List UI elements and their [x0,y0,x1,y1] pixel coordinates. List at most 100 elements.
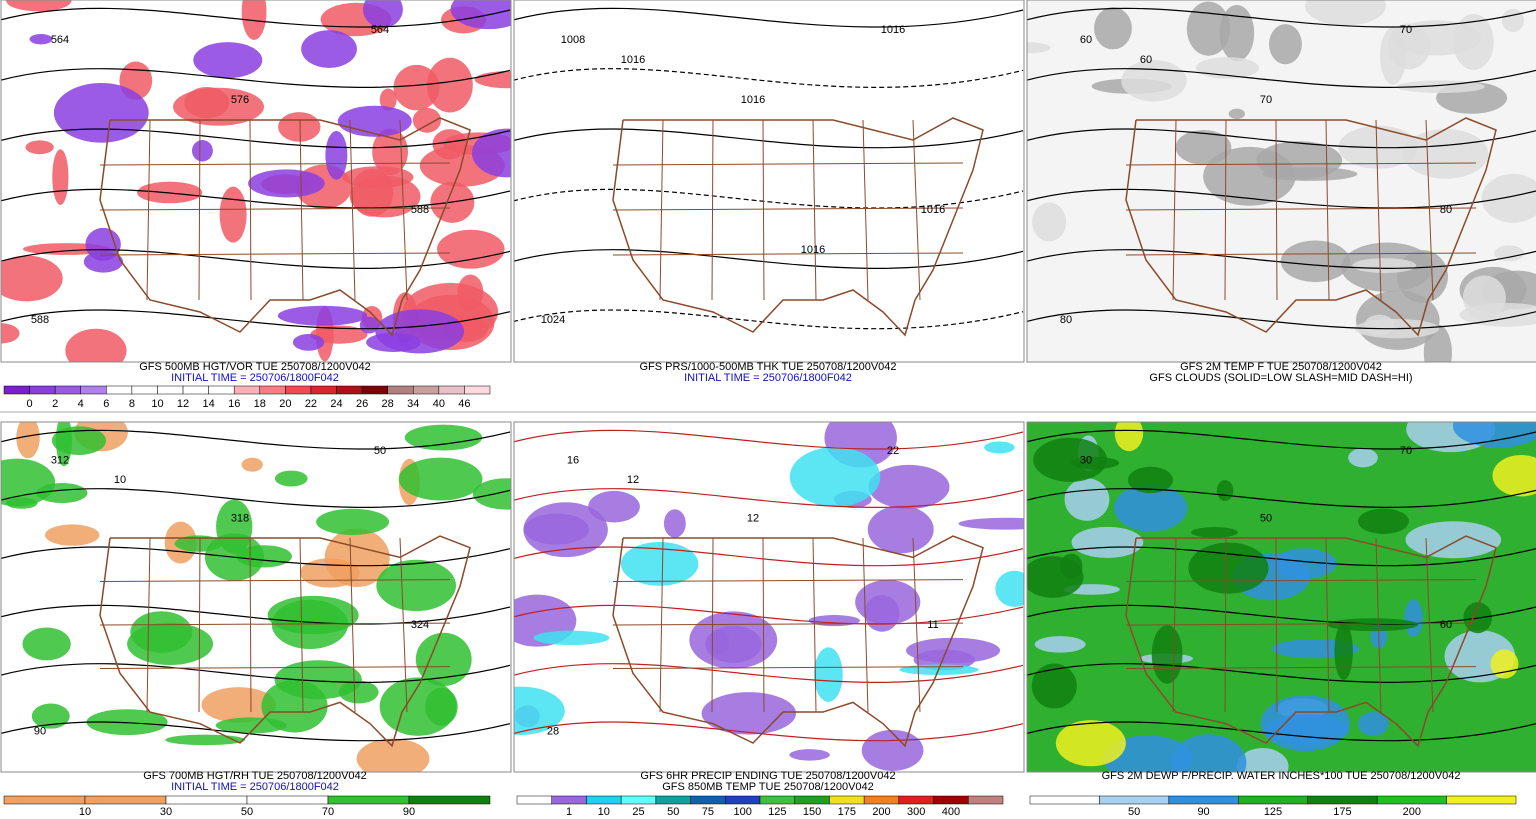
contour [1,188,511,209]
shaded-area [1452,422,1536,448]
state-border [1275,538,1278,713]
shaded-area [861,729,924,771]
shaded-area [278,112,321,142]
contour [514,128,1024,149]
panel: 564 576 588 564 588 GFS 500MB HGT/VOR TUE 250… [0,0,512,410]
colorbar-label: 2 [52,398,58,410]
caption: INITIAL TIME = 250706/1800F042 [171,372,339,384]
colorbar-label: 50 [1128,806,1140,818]
shaded-area [1481,173,1536,223]
shaded-area [51,426,107,455]
shaded-area [193,42,263,79]
colorbar-swatch [655,795,691,805]
state-border [99,162,451,166]
contour-label: 22 [887,445,899,457]
shaded-area [415,632,472,687]
contour [1027,68,1536,88]
shaded-area [316,508,390,535]
colorbar-label: 20 [279,398,291,410]
state-border [99,207,451,211]
colorbar-swatch [1029,795,1100,805]
panel: 1008 1016 1016 1016 1024 1016 1016 GFS PRS/1000… [513,0,1025,384]
shaded-area [16,422,40,459]
shaded-area [905,637,1001,664]
state-border [1125,252,1477,256]
contour [514,429,1024,450]
shaded-area [474,71,511,89]
shaded-area [689,611,778,669]
colorbar-label: 46 [458,398,470,410]
colorbar-label: 125 [1264,806,1282,818]
shaded-area [789,749,830,761]
contour-label: 318 [231,513,249,525]
colorbar-swatch [725,795,761,805]
state-border [711,119,714,301]
contour [1,663,511,683]
colorbar-label: 30 [160,806,172,818]
shaded-area [29,33,53,45]
caption: GFS PRS/1000-500MB THK TUE 250708/1200V0… [639,361,896,373]
shaded-area [426,57,473,113]
colorbar-swatch [1307,795,1378,805]
shaded-area [375,309,465,354]
map-frame [513,0,1025,363]
shaded-area [1027,556,1084,598]
shaded-area [1327,618,1419,632]
colorbar-label: 90 [403,806,415,818]
shaded-area [52,149,69,205]
contour [1027,663,1536,683]
shaded-area [1114,484,1188,532]
shaded-area [867,505,934,554]
shaded-area [1391,20,1482,56]
colorbar-label: 10 [79,806,91,818]
colorbar-label: 16 [228,398,240,410]
colorbar-label: 24 [330,398,342,410]
state-border [812,538,817,713]
contour [1027,721,1536,742]
contour [514,7,1024,28]
colorbar-swatch [1446,795,1517,805]
shaded-area [25,140,54,155]
colorbar-swatch [327,795,410,805]
colorbar-label: 6 [103,398,109,410]
shaded-area [1064,478,1110,521]
shaded-area [523,513,589,545]
contour-label: 30 [1080,455,1092,467]
panel: 16 12 11 22 28 12 GFS 6HR PRECIP ENDING TUE 25… [513,421,1025,818]
contour-label: 50 [1260,513,1272,525]
colorbar-swatch [259,385,286,395]
contour [1027,488,1536,508]
contour [514,721,1024,742]
state-border [862,538,869,713]
colorbar-swatch [54,385,81,395]
colorbar-label: 10 [151,398,163,410]
shaded-area [958,517,1024,530]
contour [514,249,1024,269]
colorbar-swatch [408,795,491,805]
colorbar-swatch [165,795,248,805]
shaded-area [868,464,950,510]
colorbar-swatch [759,795,795,805]
state-border [1325,538,1330,713]
shaded-area [5,497,38,509]
contour [1027,249,1536,269]
shaded-area [1034,636,1086,653]
shaded-area [191,139,213,162]
shaded-area [301,30,357,68]
colorbar-label: 26 [356,398,368,410]
shaded-area [1216,479,1234,501]
shaded-area [379,88,397,111]
shaded-area [137,181,203,204]
colorbar-swatch [3,795,86,805]
state-border [612,252,964,256]
contour-label: 324 [411,619,429,631]
shaded-area [53,82,149,143]
map: 564 576 588 564 588 [1,0,511,362]
colorbar-label: 175 [1333,806,1351,818]
state-border [1125,162,1477,166]
shaded-area [1256,141,1343,180]
contour-label: 588 [31,314,49,326]
contour [1027,7,1536,28]
colorbar-label: 34 [407,398,419,410]
colorbar-swatch [898,795,934,805]
